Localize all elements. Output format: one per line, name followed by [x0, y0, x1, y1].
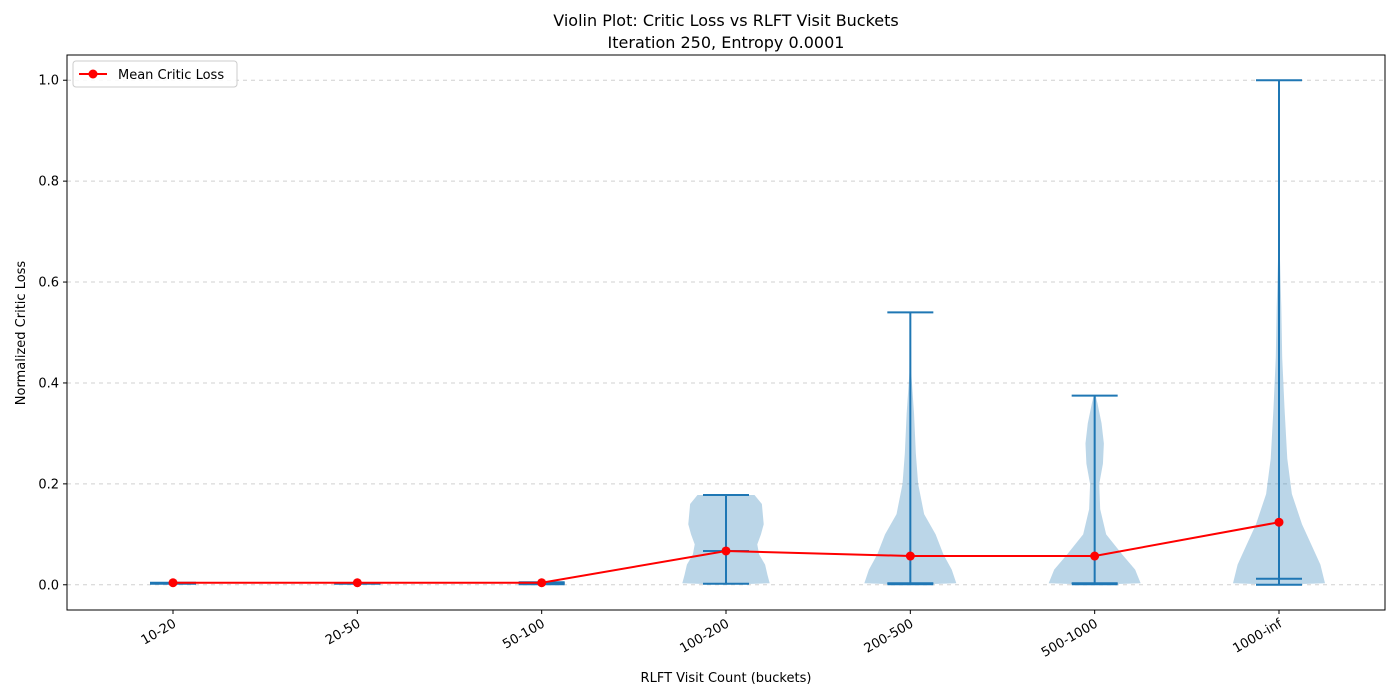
violin-1000-inf — [1233, 79, 1325, 586]
x-tick-label: 500-1000 — [1039, 616, 1101, 660]
mean-point-1000-inf — [1274, 517, 1284, 527]
legend-label: Mean Critic Loss — [118, 68, 224, 83]
y-axis-label: Normalized Critic Loss — [14, 261, 29, 406]
y-tick-label: 0.2 — [38, 477, 59, 492]
violin-200-500 — [864, 311, 957, 586]
x-tick-label: 20-50 — [323, 616, 363, 648]
legend-box — [72, 60, 238, 88]
mean-point-10-20 — [168, 578, 178, 588]
violin-100-200 — [682, 493, 770, 585]
mean-point-20-50 — [352, 578, 362, 588]
mean-point-200-500 — [905, 551, 915, 561]
x-tick-label: 200-500 — [862, 616, 917, 656]
x-axis-label: RLFT Visit Count (buckets) — [641, 671, 812, 686]
mean-series — [168, 517, 1284, 588]
x-tick-label: 100-200 — [677, 616, 732, 656]
y-tick-label: 0.6 — [38, 276, 59, 291]
x-tick-label: 50-100 — [500, 616, 547, 652]
y-tick-label: 0.8 — [38, 175, 59, 190]
x-axis: 10-20 20-50 50-100 100-200 200-500 500-1000 10… — [139, 610, 1286, 661]
y-tick-label: 0.0 — [38, 578, 59, 593]
x-tick-label: 1000-inf — [1231, 616, 1286, 656]
violins — [150, 79, 1325, 586]
y-axis: 0.0 0.2 0.4 0.6 0.8 1.0 — [38, 74, 67, 593]
legend-marker-swatch — [88, 69, 98, 79]
y-tick-label: 1.0 — [38, 74, 59, 89]
mean-point-500-1000 — [1090, 551, 1100, 561]
x-tick-label: 10-20 — [139, 616, 179, 648]
mean-point-50-100 — [537, 578, 547, 588]
y-tick-label: 0.4 — [38, 376, 59, 391]
grid-lines — [67, 79, 1385, 586]
legend: Mean Critic Loss — [72, 60, 238, 88]
mean-point-100-200 — [721, 546, 731, 556]
chart-title: Violin Plot: Critic Loss vs RLFT Visit B… — [553, 11, 899, 30]
chart-subtitle: Iteration 250, Entropy 0.0001 — [608, 33, 845, 52]
